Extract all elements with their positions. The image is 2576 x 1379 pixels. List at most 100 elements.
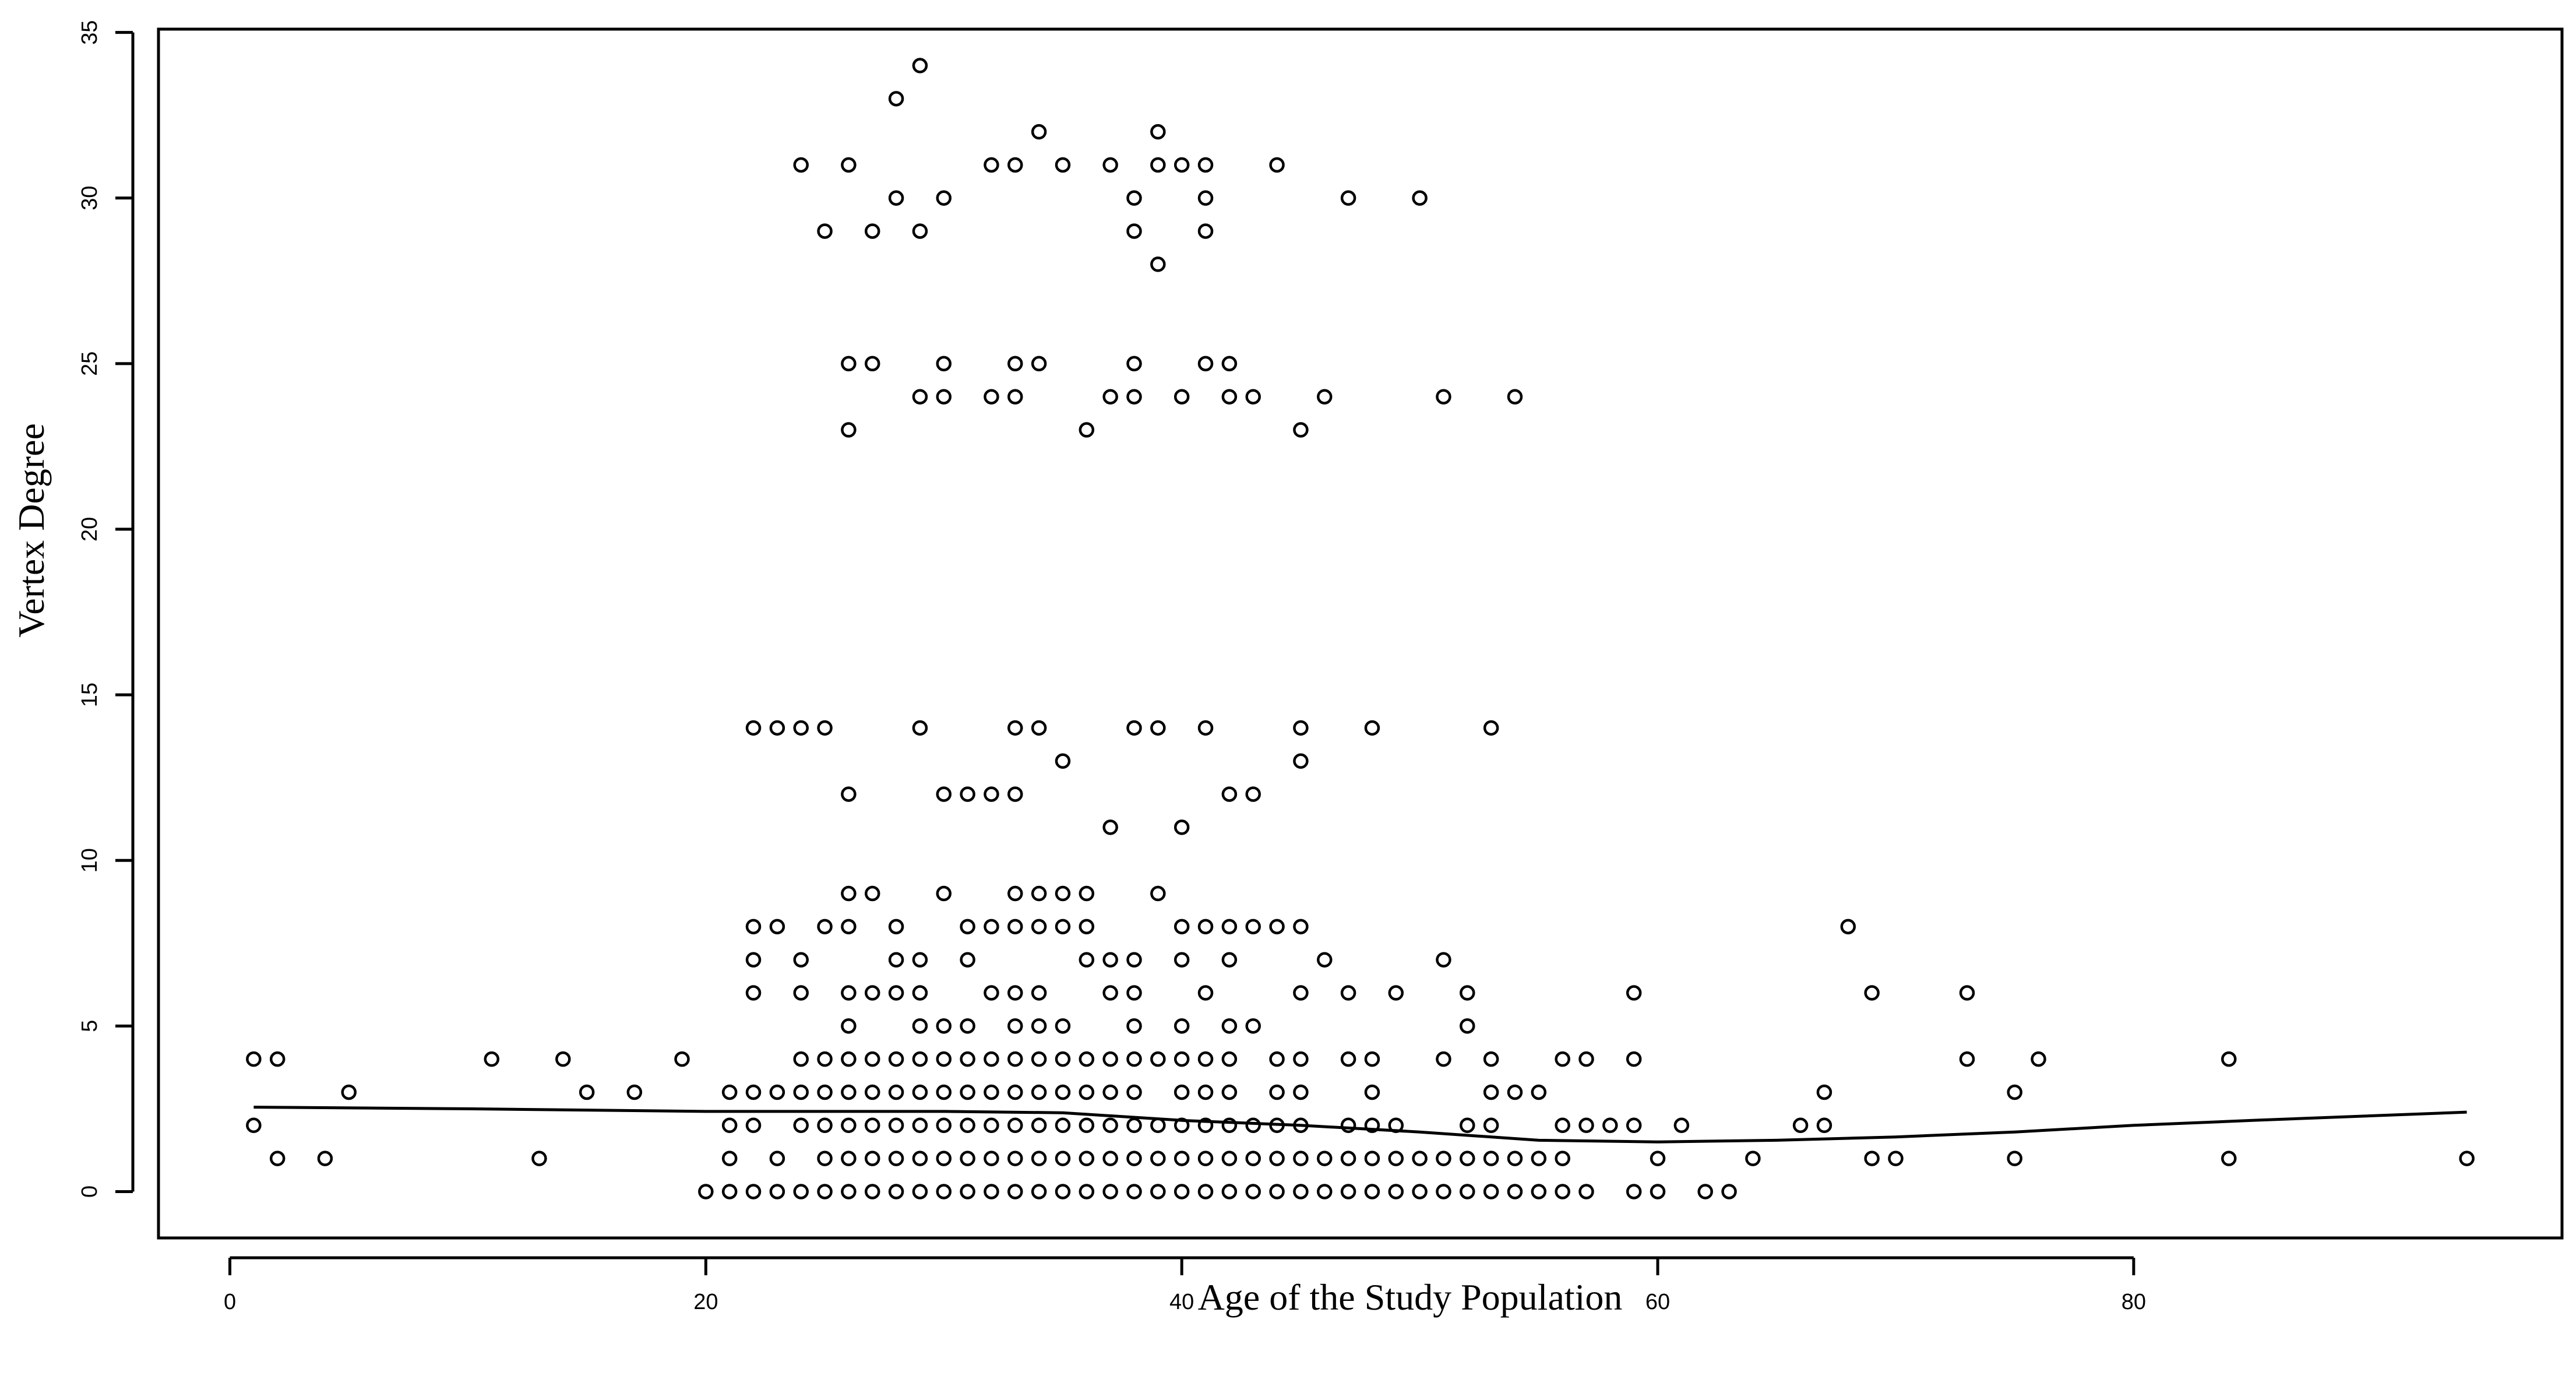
- data-point: [1364, 1184, 1380, 1199]
- data-point: [1197, 1051, 1214, 1067]
- data-point: [1460, 1018, 1475, 1034]
- data-point: [888, 1184, 904, 1199]
- data-point: [1102, 1184, 1118, 1199]
- data-point: [1197, 223, 1214, 239]
- data-point: [769, 1151, 785, 1166]
- x-tick-label: 60: [1645, 1290, 1670, 1314]
- data-point: [1174, 157, 1190, 173]
- data-point: [1412, 1151, 1428, 1166]
- data-point: [745, 720, 762, 736]
- data-point: [1269, 1184, 1285, 1199]
- data-point: [1555, 1151, 1570, 1166]
- data-point: [1007, 1051, 1023, 1067]
- data-point: [1055, 157, 1071, 173]
- data-point: [1531, 1184, 1547, 1199]
- data-point: [1221, 786, 1238, 802]
- data-point: [1578, 1051, 1594, 1067]
- data-point: [1245, 919, 1261, 935]
- data-point: [841, 919, 857, 935]
- y-tick-label: 30: [77, 186, 102, 210]
- y-tick-label: 25: [77, 351, 102, 376]
- x-tick-label: 0: [224, 1290, 236, 1314]
- data-point: [626, 1084, 643, 1100]
- data-point: [1007, 919, 1023, 935]
- data-point: [1031, 1051, 1047, 1067]
- data-point: [1293, 985, 1309, 1001]
- data-point: [1293, 1051, 1309, 1067]
- data-point: [1626, 1051, 1642, 1067]
- data-point: [1245, 1151, 1261, 1166]
- data-point: [1388, 985, 1404, 1001]
- data-point: [1007, 157, 1023, 173]
- data-point: [817, 919, 833, 935]
- data-point: [1626, 985, 1642, 1001]
- data-point: [1007, 1151, 1023, 1166]
- data-point: [864, 1117, 880, 1134]
- data-point: [579, 1084, 595, 1100]
- data-point: [960, 1018, 975, 1034]
- data-point: [1031, 885, 1047, 902]
- data-point: [1007, 885, 1023, 902]
- data-point: [1126, 389, 1142, 404]
- data-point: [1150, 885, 1166, 902]
- data-point: [936, 885, 952, 902]
- data-point: [1436, 389, 1451, 404]
- data-point: [960, 1084, 975, 1100]
- data-point: [817, 1184, 833, 1199]
- data-point: [1650, 1184, 1666, 1199]
- data-point: [1531, 1084, 1547, 1100]
- data-point: [269, 1151, 286, 1166]
- data-point: [817, 1117, 833, 1134]
- data-point: [1555, 1117, 1570, 1134]
- data-point: [1483, 1051, 1499, 1067]
- data-point: [1460, 1184, 1475, 1199]
- data-point: [1293, 1084, 1309, 1100]
- data-point: [1150, 1117, 1166, 1134]
- data-point: [1673, 1117, 1690, 1134]
- data-point: [960, 1117, 975, 1134]
- data-point: [1555, 1184, 1570, 1199]
- data-point: [1316, 952, 1333, 968]
- data-point: [1578, 1184, 1594, 1199]
- data-point: [1412, 1184, 1428, 1199]
- data-point: [841, 885, 857, 902]
- data-point: [841, 786, 857, 802]
- data-point: [1126, 1151, 1142, 1166]
- data-point: [1460, 1117, 1475, 1134]
- data-point: [1197, 190, 1214, 206]
- data-point: [841, 1051, 857, 1067]
- data-point: [841, 1117, 857, 1134]
- data-point: [1079, 1084, 1095, 1100]
- data-point: [1697, 1184, 1713, 1199]
- data-points: [246, 58, 2475, 1199]
- data-point: [1364, 1084, 1380, 1100]
- data-point: [1197, 985, 1214, 1001]
- data-point: [1436, 952, 1451, 968]
- data-point: [745, 1084, 762, 1100]
- data-point: [721, 1151, 738, 1166]
- data-point: [1102, 389, 1118, 404]
- data-point: [793, 720, 809, 736]
- data-point: [936, 1051, 952, 1067]
- data-point: [1364, 1151, 1380, 1166]
- data-point: [984, 985, 999, 1001]
- data-point: [1007, 389, 1023, 404]
- data-point: [1340, 190, 1356, 206]
- data-point: [1602, 1117, 1618, 1134]
- data-point: [1055, 753, 1071, 769]
- data-point: [1245, 786, 1261, 802]
- data-point: [1079, 1184, 1095, 1199]
- data-point: [1436, 1151, 1451, 1166]
- data-point: [1126, 1018, 1142, 1034]
- data-point: [984, 1051, 999, 1067]
- data-point: [1102, 157, 1118, 173]
- data-point: [1483, 1117, 1499, 1134]
- data-point: [1007, 985, 1023, 1001]
- data-point: [1959, 985, 1975, 1001]
- data-point: [1055, 919, 1071, 935]
- data-point: [721, 1117, 738, 1134]
- data-point: [1079, 885, 1095, 902]
- data-point: [841, 1151, 857, 1166]
- data-point: [912, 389, 928, 404]
- data-point: [1102, 819, 1118, 835]
